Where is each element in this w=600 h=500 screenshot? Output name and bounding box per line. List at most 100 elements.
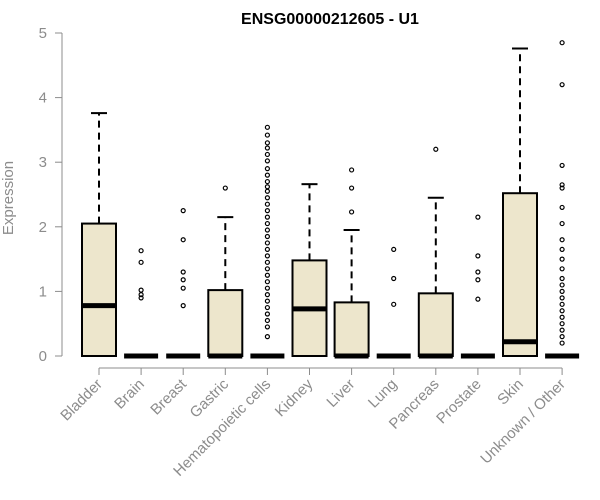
outlier-1-4 <box>138 248 144 254</box>
outlier-1-0 <box>138 295 144 301</box>
outlier-11-17 <box>559 185 565 191</box>
outlier-9-4 <box>475 214 481 220</box>
outlier-4-3 <box>264 311 270 317</box>
outlier-11-15 <box>559 220 565 227</box>
outlier-9-3 <box>475 253 481 259</box>
outlier-4-0 <box>264 334 270 340</box>
outlier-11-19 <box>559 162 565 169</box>
outlier-9-0 <box>475 296 481 302</box>
outlier-4-13 <box>264 246 270 253</box>
outlier-11-13 <box>559 246 565 253</box>
box-3 <box>207 185 244 359</box>
outlier-11-3 <box>559 321 565 327</box>
outlier-2-0 <box>180 303 186 309</box>
outlier-4-27 <box>264 158 270 164</box>
outlier-4-32 <box>264 124 270 130</box>
outlier-4-9 <box>264 272 270 278</box>
outlier-2-3 <box>180 269 186 275</box>
outlier-4-6 <box>264 292 270 298</box>
outlier-7-1 <box>391 275 397 282</box>
box-1 <box>124 248 159 359</box>
outlier-4-14 <box>264 240 270 246</box>
outlier-4-21 <box>264 195 270 201</box>
outlier-11-20 <box>559 82 565 88</box>
box-0 <box>81 112 117 357</box>
box-4 <box>250 124 285 359</box>
x-tick-label-2: Breast <box>147 375 190 418</box>
outlier-11-9 <box>559 282 565 288</box>
outlier-4-22 <box>264 188 270 194</box>
y-tick-label-3: 3 <box>39 154 47 171</box>
outlier-4-5 <box>264 298 270 304</box>
box-5 <box>291 183 328 357</box>
outlier-7-2 <box>391 246 397 253</box>
outlier-11-18 <box>559 182 565 188</box>
y-axis-label: Expression <box>0 161 17 235</box>
outlier-2-2 <box>180 277 186 283</box>
x-tick-label-5: Kidney <box>272 375 317 420</box>
outlier-11-7 <box>559 295 565 301</box>
outlier-11-2 <box>559 327 565 333</box>
iqr-box-0 <box>81 222 117 357</box>
x-tick-label-9: Prostate <box>433 376 485 428</box>
outlier-4-17 <box>264 220 270 227</box>
outlier-11-6 <box>559 301 565 307</box>
outlier-4-28 <box>264 151 270 158</box>
outlier-6-1 <box>349 185 355 191</box>
y-tick-label-1: 1 <box>39 283 47 300</box>
x-tick-label-6: Liver <box>323 376 358 411</box>
outlier-2-4 <box>180 237 186 243</box>
chart-title: ENSG00000212605 - U1 <box>241 11 419 28</box>
outlier-9-1 <box>475 277 481 283</box>
outlier-11-5 <box>559 308 565 314</box>
outlier-11-12 <box>559 256 565 262</box>
outlier-1-2 <box>138 287 144 293</box>
outlier-4-8 <box>264 279 270 285</box>
outlier-11-16 <box>559 204 565 211</box>
outlier-11-10 <box>559 275 565 282</box>
box-group <box>81 40 580 359</box>
y-tick-label-4: 4 <box>39 90 47 107</box>
y-tick-label-0: 0 <box>39 348 47 365</box>
box-7 <box>376 246 411 359</box>
outlier-4-26 <box>264 166 270 172</box>
outlier-4-20 <box>264 201 270 207</box>
outlier-4-23 <box>264 184 270 190</box>
outlier-11-8 <box>559 288 565 294</box>
outlier-4-25 <box>264 172 270 178</box>
iqr-box-3 <box>207 289 244 357</box>
outlier-9-2 <box>475 269 481 275</box>
outlier-4-11 <box>264 259 270 265</box>
y-tick-label-5: 5 <box>39 25 47 42</box>
outlier-11-21 <box>559 40 565 46</box>
y-axis: 0 1 2 3 4 5 <box>39 25 63 365</box>
y-tick-label-2: 2 <box>39 219 47 236</box>
outlier-4-29 <box>264 145 270 151</box>
box-2 <box>166 208 201 359</box>
outlier-11-0 <box>559 340 565 346</box>
outlier-4-10 <box>264 266 270 272</box>
outlier-4-30 <box>264 140 270 146</box>
outlier-2-5 <box>180 208 186 214</box>
outlier-4-31 <box>264 132 270 138</box>
outlier-4-2 <box>264 317 270 324</box>
outlier-11-1 <box>559 334 565 340</box>
outlier-6-0 <box>349 209 355 215</box>
outlier-6-2 <box>349 167 355 173</box>
outlier-1-3 <box>138 259 144 265</box>
box-8 <box>417 146 454 359</box>
x-tick-label-1: Brain <box>111 376 148 413</box>
iqr-box-6 <box>333 301 370 357</box>
outlier-11-14 <box>559 237 565 243</box>
outlier-11-4 <box>559 314 565 320</box>
iqr-box-10 <box>502 192 538 357</box>
box-9 <box>460 214 495 359</box>
outlier-4-16 <box>264 227 270 233</box>
box-6 <box>333 167 370 359</box>
x-tick-label-7: Lung <box>365 376 401 412</box>
outlier-4-19 <box>264 208 270 214</box>
iqr-box-8 <box>417 292 454 358</box>
